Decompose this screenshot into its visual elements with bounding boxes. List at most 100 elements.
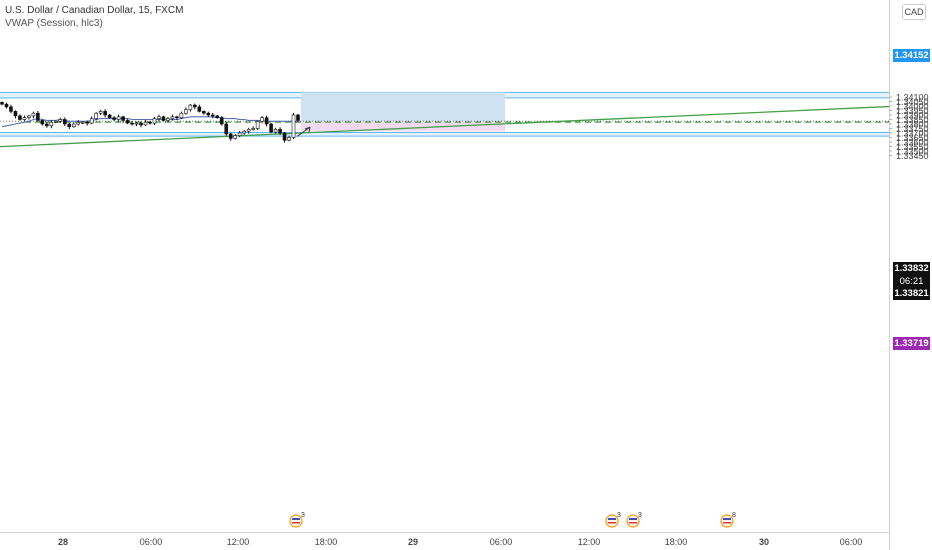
candle-body <box>22 117 27 120</box>
candle-body <box>215 115 220 119</box>
time-tick-label: 18:00 <box>665 537 688 547</box>
candle-body <box>0 102 4 105</box>
candle-body <box>85 121 90 124</box>
candle-body <box>210 114 215 117</box>
candle-body <box>139 122 143 126</box>
candle-body <box>134 122 139 125</box>
event-flag-stripe-icon <box>292 518 300 520</box>
candle-body <box>98 111 103 114</box>
candle-body <box>80 121 85 124</box>
price-tick-label: 1.33850 <box>896 115 929 125</box>
candle-body <box>130 122 134 125</box>
last-price-tag: 1.33832 <box>893 262 930 275</box>
countdown-tag: 06:21 <box>893 275 930 288</box>
candle-body <box>202 111 206 114</box>
event-marker[interactable]: 8 <box>720 512 736 528</box>
event-flag-stripe-icon <box>608 518 616 520</box>
candles-layer <box>0 101 300 143</box>
time-tick-label: 06:00 <box>490 537 513 547</box>
event-count-label: 3 <box>301 512 305 519</box>
candle-body <box>157 116 161 119</box>
event-flag-stripe-icon <box>723 522 731 524</box>
candle-body <box>233 135 238 139</box>
candle-body <box>242 130 246 134</box>
time-tick-label: 28 <box>58 537 68 547</box>
position-target-area <box>301 92 505 122</box>
candle-body <box>45 123 49 127</box>
candle-body <box>58 119 63 122</box>
stop-price-tag: 1.33719 <box>893 337 930 350</box>
event-count-label: 3 <box>638 512 642 519</box>
candle-body <box>27 115 31 119</box>
candle-body <box>224 123 229 135</box>
event-flag-stripe-icon <box>723 518 731 520</box>
arrow-head <box>304 126 311 133</box>
arrow-annotation <box>296 126 311 137</box>
zone-top-price-tag: 1.34152 <box>893 49 930 62</box>
event-flag-stripe-icon <box>292 522 300 524</box>
currency-button[interactable]: CAD <box>902 4 926 20</box>
event-marker[interactable]: 3 <box>605 512 621 528</box>
event-marker[interactable]: 3 <box>626 512 642 528</box>
position-stop-area <box>301 121 505 132</box>
candle-body <box>237 132 242 136</box>
price-tick-label: 1.33800 <box>896 120 929 130</box>
dashed-level-price-tag: 1.33821 <box>893 287 930 300</box>
candle-body <box>188 104 193 110</box>
candle-body <box>107 114 112 118</box>
candle-body <box>251 128 255 130</box>
candle-body <box>67 123 72 128</box>
candle-body <box>125 120 130 124</box>
candle-body <box>116 116 121 120</box>
candle-body <box>287 137 291 141</box>
candle-body <box>206 112 211 116</box>
indicator-label[interactable]: VWAP (Session, hlc3) <box>5 18 103 29</box>
chart-title: U.S. Dollar / Canadian Dollar, 15, FXCM <box>5 5 184 16</box>
candle-body <box>161 116 166 121</box>
price-tick-label: 1.33700 <box>896 129 929 139</box>
candle-body <box>269 123 273 133</box>
trendline <box>0 105 890 148</box>
event-marker[interactable]: 3 <box>289 512 305 528</box>
price-tick-label: 1.33550 <box>896 142 929 152</box>
price-tick-label: 1.34000 <box>896 102 929 112</box>
price-tick-label: 1.33750 <box>896 124 929 134</box>
candle-body <box>103 111 107 116</box>
candle-body <box>18 115 22 120</box>
candle-body <box>54 121 58 123</box>
price-tick-label: 1.34050 <box>896 97 929 107</box>
zones-layer <box>0 91 889 137</box>
candle-body <box>94 112 98 119</box>
price-tick-label: 1.33900 <box>896 111 929 121</box>
candle-body <box>197 106 202 112</box>
candle-body <box>62 119 67 125</box>
candle-body <box>193 104 197 108</box>
candle-body <box>148 121 152 124</box>
event-flag-stripe-icon <box>629 518 637 520</box>
price-tick-label: 1.33450 <box>896 151 929 161</box>
candle-body <box>219 117 224 125</box>
candle-body <box>152 118 157 124</box>
candle-body <box>143 121 148 126</box>
time-tick-label: 29 <box>408 537 418 547</box>
candle-body <box>36 112 40 121</box>
candle-body <box>49 121 54 127</box>
price-tick-label: 1.33650 <box>896 133 929 143</box>
candle-body <box>71 123 76 128</box>
price-tick-label: 1.33600 <box>896 138 929 148</box>
candle-body <box>9 106 13 112</box>
candle-body <box>246 129 251 132</box>
time-tick-label: 12:00 <box>227 537 250 547</box>
candle-body <box>112 117 116 120</box>
candle-body <box>264 117 269 125</box>
event-flag-stripe-icon <box>608 522 616 524</box>
time-tick-label: 06:00 <box>140 537 163 547</box>
candle-body <box>76 121 81 125</box>
candle-body <box>228 133 233 139</box>
candle-body <box>166 118 170 121</box>
candle-body <box>291 114 296 138</box>
candle-body <box>31 112 36 117</box>
price-tick-label: 1.33500 <box>896 147 929 157</box>
candle-body <box>260 117 264 122</box>
